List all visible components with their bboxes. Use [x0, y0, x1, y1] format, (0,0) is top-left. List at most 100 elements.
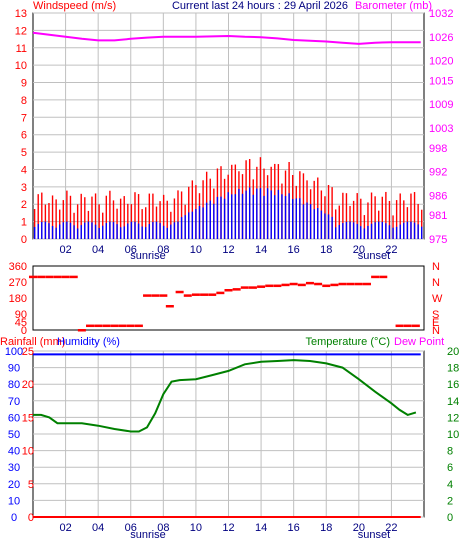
direction-point — [281, 283, 290, 287]
direction-point — [29, 275, 37, 279]
wind-x-tick-label: 22 — [385, 244, 397, 256]
wind-x-axis: 02 04 06 08 10 12 14 16 18 20 22 — [59, 244, 397, 256]
temperature-x-tick-label: 14 — [255, 522, 267, 534]
temperature-x-tick-label: 10 — [190, 522, 202, 534]
direction-point — [53, 275, 62, 279]
temperature-y-tick-label: 20 — [447, 346, 459, 358]
compass-y-tick-label: N — [432, 277, 440, 289]
direction-point — [305, 281, 314, 285]
direction-point — [248, 286, 257, 289]
direction-point — [411, 324, 420, 328]
direction-point — [45, 275, 54, 279]
direction-point — [110, 324, 119, 328]
temperature-x-tick-label: 22 — [385, 522, 397, 534]
barometer-y-tick-label: 975 — [429, 234, 447, 246]
barometer-y-tick-label: 1015 — [429, 75, 453, 87]
direction-y-tick-label: 180 — [9, 293, 27, 305]
temperature-y-tick-label: 6 — [447, 462, 453, 474]
wind-x-tick-label: 12 — [222, 244, 234, 256]
humidity-y-tick-label: 100 — [5, 346, 23, 358]
sunrise-label-2: sunrise — [130, 529, 165, 541]
direction-point — [69, 275, 78, 279]
wind-x-tick-label: 20 — [353, 244, 365, 256]
temperature-x-tick-label: 12 — [222, 522, 234, 534]
compass-y-tick-label: N — [432, 261, 440, 273]
direction-point — [330, 283, 339, 287]
sunrise-label-1: sunrise — [130, 250, 165, 262]
temperature-y-tick-label: 10 — [447, 429, 459, 441]
wind-x-tick-label: 14 — [255, 244, 267, 256]
wind-x-tick-label: 02 — [59, 244, 71, 256]
wind-y-tick-label: 4 — [21, 164, 27, 176]
wind-x-tick-label: 06 — [125, 244, 137, 256]
temperature-y-tick-label: 2 — [447, 495, 453, 507]
humidity-y-tick-label: 70 — [8, 396, 20, 408]
wind-y-tick-label: 3 — [21, 182, 27, 194]
direction-y-tick-label: 0 — [21, 325, 27, 337]
direction-point — [240, 286, 249, 289]
barometer-line — [32, 31, 421, 45]
wind-y-tick-label: 5 — [21, 147, 27, 159]
direction-point — [61, 275, 70, 279]
direction-point — [297, 283, 306, 287]
rainfall-y-tick-label: 10 — [22, 446, 34, 458]
temperature-y-tick-label: 12 — [447, 412, 459, 424]
humidity-y-tick-label: 40 — [8, 446, 20, 458]
direction-point — [289, 282, 298, 286]
sunset-label-1: sunset — [358, 250, 390, 262]
wind-x-tick-label: 16 — [288, 244, 300, 256]
direction-point — [191, 293, 200, 296]
direction-point — [362, 282, 371, 286]
wind-x-tick-label: 10 — [190, 244, 202, 256]
direction-point — [232, 288, 241, 291]
temperature-y-tick-label: 0 — [447, 512, 453, 524]
temperature-series — [33, 359, 417, 433]
direction-point — [200, 293, 209, 296]
direction-y-tick-label: 90 — [15, 309, 27, 321]
temperature-y-tick-label: 8 — [447, 446, 453, 458]
dewpoint-title: Dew Point — [394, 336, 444, 348]
wind-x-tick-label: 08 — [157, 244, 169, 256]
wind-y-tick-label: 10 — [15, 60, 27, 72]
windspeed-title: Windspeed (m/s) — [33, 0, 116, 12]
direction-point — [208, 293, 217, 296]
direction-panel-frame — [32, 265, 425, 331]
humidity-y-tick-label: 0 — [11, 512, 17, 524]
barometer-y-tick-label: 992 — [429, 167, 447, 179]
direction-point — [102, 324, 111, 328]
direction-point — [159, 294, 168, 297]
wind-y-tick-label: 0 — [21, 234, 27, 246]
wind-y-tick-label: 13 — [15, 8, 27, 20]
rainfall-y-tick-label: 15 — [22, 412, 34, 424]
direction-point — [77, 329, 86, 332]
temperature-x-tick-label: 08 — [157, 522, 169, 534]
direction-point — [403, 324, 412, 328]
direction-y-tick-label: 360 — [9, 261, 27, 273]
temperature-x-tick-label: 18 — [320, 522, 332, 534]
barometer-y-tick-label: 1026 — [429, 32, 453, 44]
direction-point — [354, 282, 363, 286]
direction-point — [118, 324, 127, 328]
temperature-x-tick-label: 02 — [59, 522, 71, 534]
wind-bars — [33, 157, 423, 239]
rainfall-title: Rainfall (mm) — [0, 336, 65, 348]
temperature-x-tick-label: 16 — [288, 522, 300, 534]
direction-point — [151, 294, 160, 297]
direction-point — [314, 282, 323, 286]
direction-point — [94, 324, 103, 328]
wind-y-tick-label: 11 — [16, 43, 27, 55]
compass-y-tick-label: E — [432, 317, 439, 329]
humidity-y-tick-label: 50 — [8, 429, 20, 441]
barometer-y-axis: 975 981 986 992 998 1003 1009 1015 1020 1026 1032 — [429, 8, 453, 246]
compass-y-tick-label: W — [432, 293, 443, 305]
rainfall-y-axis: 0 5 10 15 20 25 — [22, 346, 34, 524]
compass-y-tick-label: S — [432, 309, 439, 321]
direction-points — [29, 275, 420, 332]
barometer-title: Barometer (mb) — [355, 0, 432, 12]
rainfall-y-tick-label: 0 — [28, 512, 34, 524]
temperature-y-tick-label: 16 — [447, 379, 459, 391]
